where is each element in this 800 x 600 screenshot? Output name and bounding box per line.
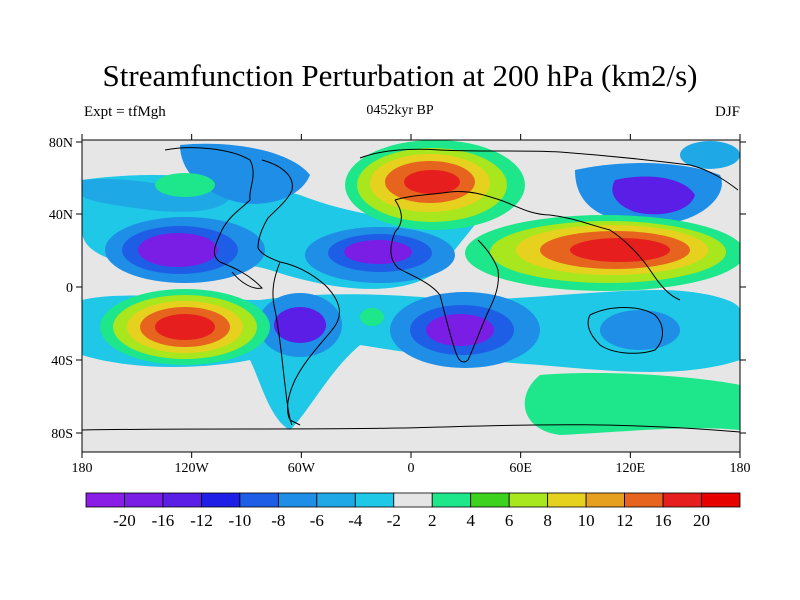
colorbar-label: 8 [543,511,552,530]
south-atlantic-low-core [426,314,494,346]
australia-low [600,310,680,350]
colorbar-swatch [316,492,356,508]
colorbar-swatch [124,492,164,508]
colorbar-swatch [162,492,202,508]
lon-tick-label: 60E [509,461,532,476]
colorbar-swatch [201,492,241,508]
arctic-low [680,141,740,169]
positive-anomalies [100,140,740,435]
colorbar-label: -4 [348,511,363,530]
time-label: 0452kyr BP [366,103,434,118]
colorbar-swatch [508,492,549,508]
central-pacific-low-core [138,233,218,267]
lat-tick-label: 40S [51,354,73,369]
south-pacific-high-core [155,314,215,340]
colorbar-label: -6 [310,511,324,530]
south-america-west-coast [272,261,293,426]
north-pacific-green [155,173,215,197]
colorbar-label: 6 [505,511,514,530]
atlantic-low-core [344,240,412,264]
colorbar-label: 20 [693,511,710,530]
lat-tick-label: 80N [49,136,73,151]
eurasia-south-coast [394,191,681,301]
australia-coast [587,307,663,354]
colorbar-swatch [662,492,702,508]
latitude-axis: 80N 40N 0 40S 80S [49,136,746,442]
colorbar-swatch [585,492,625,508]
colorbar-label: -16 [152,511,175,530]
africa-coast [390,199,499,363]
colorbar-swatch [393,492,433,508]
colorbar-label: 10 [578,511,595,530]
atlantic-green-spot [360,308,384,326]
season-label: DJF [714,104,740,120]
colorbar-swatch [85,492,125,508]
antarctica-coast [82,424,740,433]
colorbar-label: -2 [387,511,401,530]
colorbar-swatch [547,492,587,508]
eurasia-north-coast [359,148,739,191]
lon-tick-label: 180 [730,461,751,476]
lon-tick-label: 120W [175,461,210,476]
chart-title: Streamfunction Perturbation at 200 hPa (… [102,58,698,93]
colorbar: -20 -16 -12 -10 -8 -6 -4 -2 2 4 6 8 10 12 16 20 [85,492,741,530]
colorbar-swatch [354,492,395,508]
longitude-axis: 180 120W 60W 0 60E 120E 180 [72,134,751,476]
lat-tick-label: 40N [49,208,73,223]
lat-tick-label: 0 [66,281,73,296]
colorbar-label: 2 [428,511,437,530]
colorbar-swatch [624,492,664,508]
north-america-east-coast [257,159,293,263]
colorbar-swatch [277,492,318,508]
colorbar-swatch [470,492,510,508]
colorbar-label: -10 [229,511,252,530]
colorbar-label: -20 [113,511,136,530]
coastlines [82,147,740,433]
lon-tick-label: 180 [72,461,93,476]
colorbar-label: 12 [616,511,633,530]
east-asia-trough-core [612,176,695,215]
colorbar-swatch [239,492,279,508]
north-america-west-coast [164,147,263,289]
north-pacific-blue [82,178,230,212]
southern-ocean-high [524,373,740,435]
colorbar-swatch [431,492,472,508]
lat-tick-label: 80S [51,427,73,442]
colorbar-label: -12 [190,511,213,530]
colorbar-swatch [701,492,741,508]
lon-tick-label: 60W [288,461,316,476]
experiment-label: Expt = tfMgh [84,104,166,120]
south-america-low-core [274,307,326,343]
colorbar-label: 4 [466,511,475,530]
lon-tick-label: 120E [616,461,646,476]
map-field [82,140,740,452]
europe-high-core [404,170,460,194]
colorbar-label: 16 [655,511,672,530]
asia-high-core [570,238,670,262]
south-america-east-coast [279,261,340,426]
lon-tick-label: 0 [408,461,415,476]
colorbar-label: -8 [271,511,285,530]
